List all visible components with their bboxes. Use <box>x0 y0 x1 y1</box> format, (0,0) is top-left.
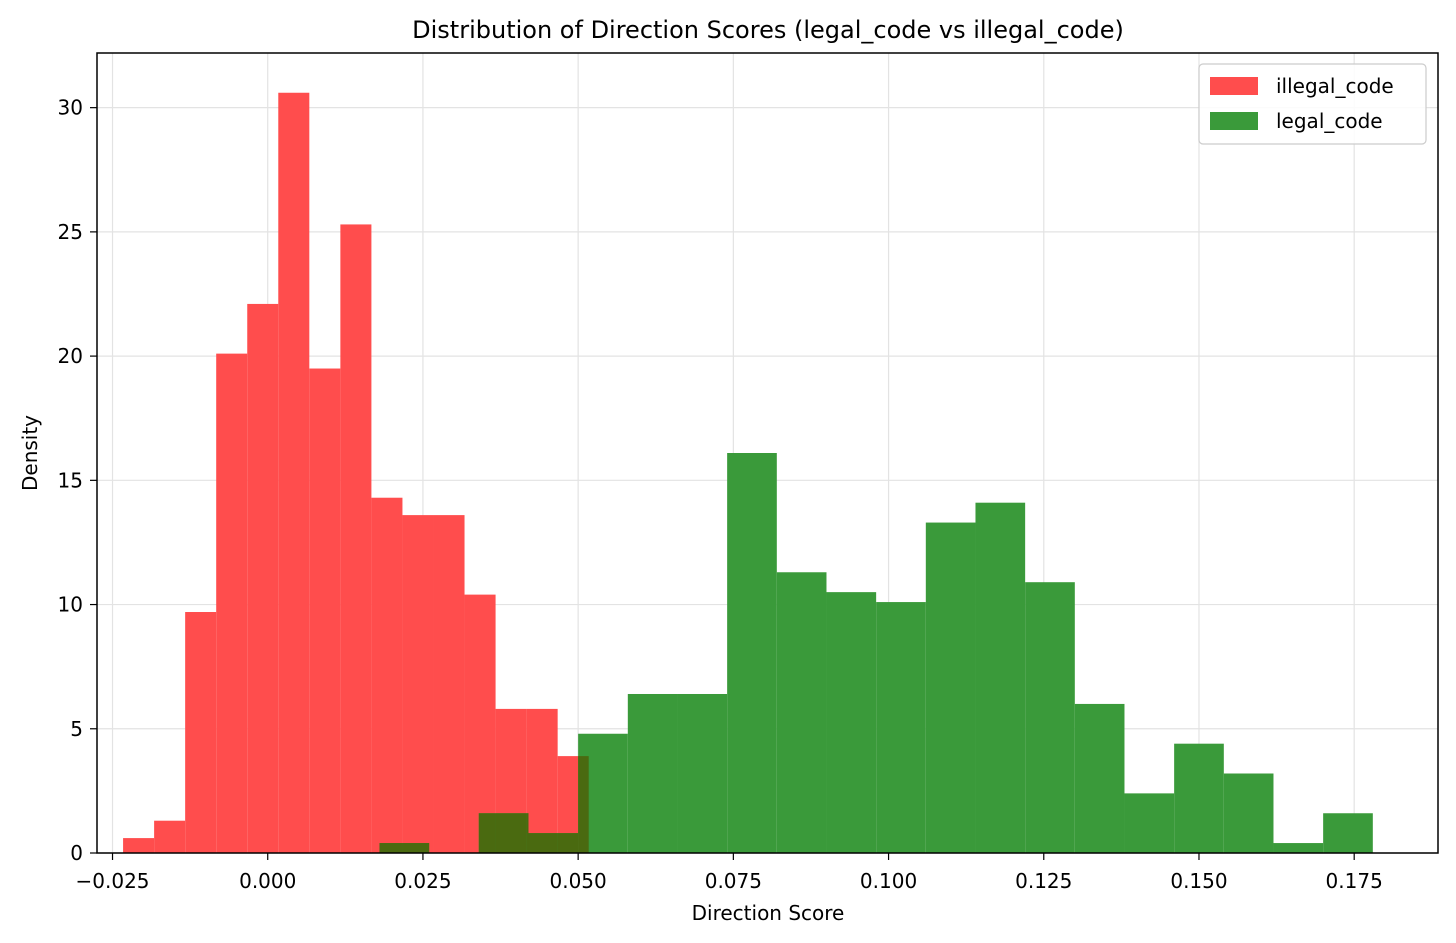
bar-legal-code <box>1025 582 1075 853</box>
bar-legal-code <box>876 602 926 853</box>
bar-illegal-code <box>247 303 279 854</box>
x-tick-label: 0.025 <box>394 869 451 893</box>
bar-illegal-code <box>278 92 310 853</box>
bar-legal-code <box>975 502 1026 853</box>
bar-legal-code <box>627 693 678 853</box>
bar-legal-code <box>1323 813 1373 853</box>
bar-overlap <box>495 813 527 853</box>
legend-label-legal-code: legal_code <box>1276 109 1383 133</box>
y-axis-label: Density <box>18 415 42 491</box>
bar-illegal-code <box>464 594 496 853</box>
legend-swatch-legal-code <box>1210 112 1258 130</box>
x-axis-label: Direction Score <box>692 901 845 925</box>
x-tick-label: 0.050 <box>550 869 607 893</box>
bar-overlap <box>478 813 496 853</box>
x-tick-label: 0.175 <box>1326 869 1383 893</box>
bar-illegal-code <box>402 515 434 853</box>
y-axis-ticks: 0 5 10 15 20 25 30 <box>58 96 97 865</box>
chart-title: Distribution of Direction Scores (legal_… <box>412 16 1124 44</box>
bar-illegal-code <box>216 353 248 853</box>
x-tick-label: 0.075 <box>705 869 762 893</box>
bar-illegal-code <box>433 515 465 853</box>
bar-illegal-code <box>340 224 372 853</box>
bar-illegal-code <box>371 497 403 853</box>
bar-legal-code <box>1273 843 1324 853</box>
y-tick-label: 20 <box>58 344 83 368</box>
bar-overlap <box>402 843 430 853</box>
x-tick-label: 0.150 <box>1170 869 1227 893</box>
bar-legal-code <box>1223 773 1274 853</box>
bar-legal-code <box>925 522 976 853</box>
bar-illegal-code <box>526 708 558 853</box>
bar-overlap <box>379 843 403 853</box>
bar-overlap <box>557 833 579 853</box>
bar-legal-code <box>1124 793 1175 853</box>
bar-legal-code <box>1174 743 1224 853</box>
x-tick-label: 0.100 <box>860 869 917 893</box>
x-axis-ticks: −0.025 0.000 0.025 0.050 0.075 0.100 0.125 0.15… <box>76 853 1383 893</box>
plot-frame <box>96 52 1439 854</box>
bar-illegal-code <box>123 838 155 853</box>
bar-overlap <box>528 833 558 853</box>
y-tick-label: 15 <box>58 468 83 492</box>
y-tick-label: 10 <box>58 593 83 617</box>
x-tick-label: 0.125 <box>1015 869 1072 893</box>
bar-illegal-code <box>185 612 217 853</box>
y-tick-label: 25 <box>58 220 83 244</box>
bar-legal-code <box>826 592 877 853</box>
bar-legal-code <box>727 453 777 853</box>
y-tick-label: 5 <box>70 717 83 741</box>
bar-overlap <box>578 756 589 853</box>
bar-illegal-code <box>154 820 186 853</box>
bar-overlap <box>526 813 529 853</box>
histogram-bars <box>123 92 1373 854</box>
bar-legal-code <box>776 572 827 853</box>
bar-illegal-code <box>309 368 341 853</box>
bar-legal-code <box>677 693 728 853</box>
legend-label-illegal-code: illegal_code <box>1276 74 1394 98</box>
bar-legal-code <box>1074 703 1125 853</box>
y-tick-label: 0 <box>70 841 83 865</box>
y-tick-label: 30 <box>58 96 83 120</box>
x-tick-label: 0.000 <box>239 869 296 893</box>
legend: illegal_code legal_code <box>1198 63 1427 145</box>
legend-swatch-illegal-code <box>1210 77 1258 95</box>
x-tick-label: −0.025 <box>76 869 150 893</box>
